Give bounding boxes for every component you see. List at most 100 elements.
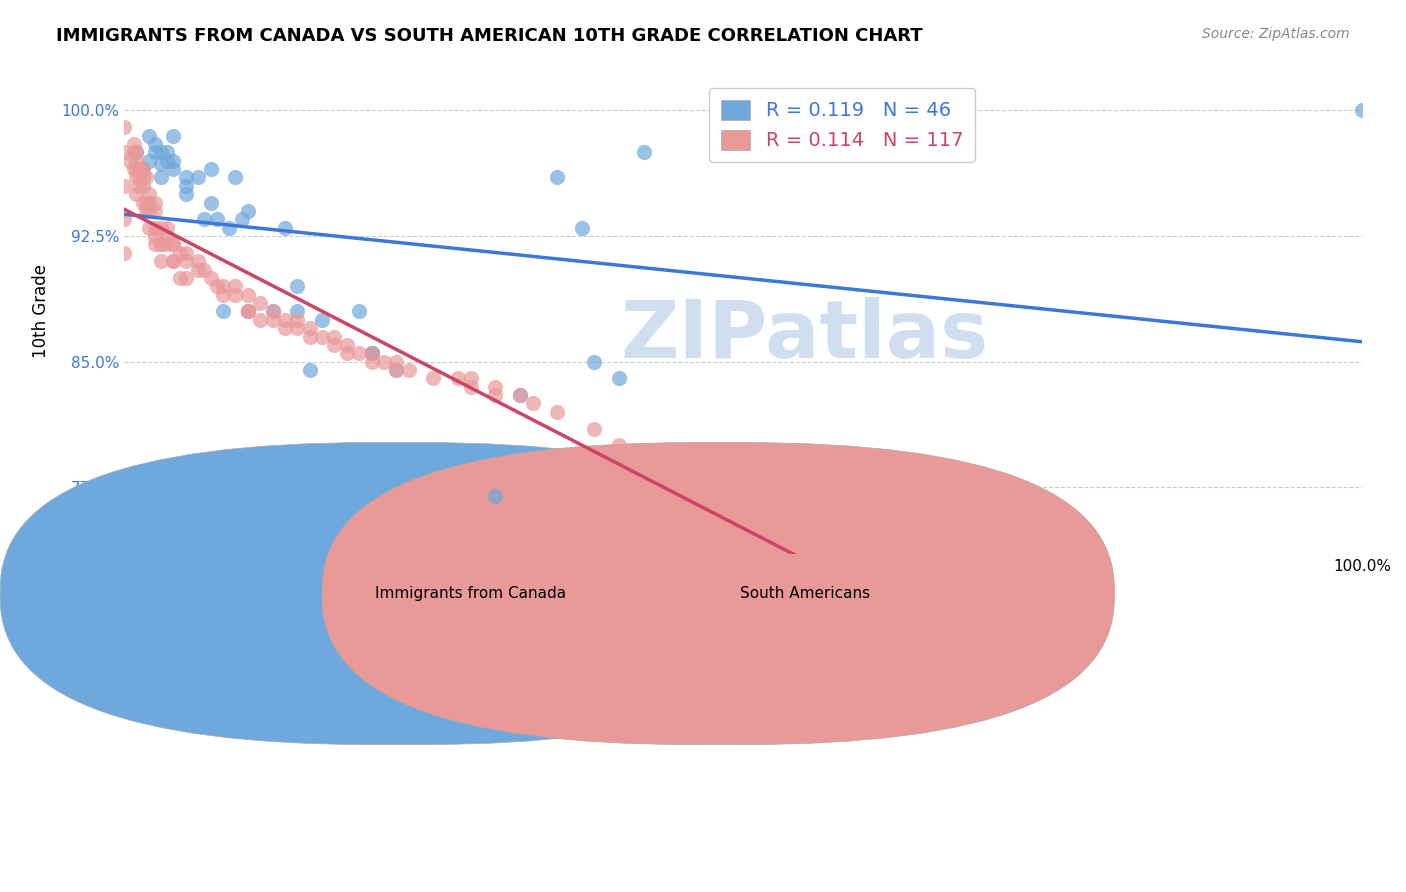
Point <box>323 338 346 352</box>
Point <box>484 489 506 503</box>
Point <box>125 187 148 202</box>
Point <box>1227 756 1250 771</box>
Point <box>231 212 253 227</box>
Point <box>193 262 215 277</box>
Point <box>131 178 153 193</box>
Point <box>695 505 717 519</box>
Point <box>1017 673 1039 687</box>
Point <box>120 153 142 168</box>
Point <box>669 489 692 503</box>
Point <box>125 153 148 168</box>
Point <box>162 153 184 168</box>
Point <box>174 254 197 268</box>
Point <box>212 279 235 293</box>
Point <box>274 321 297 335</box>
Point <box>131 161 153 176</box>
Point <box>156 237 179 252</box>
Text: Source: ZipAtlas.com: Source: ZipAtlas.com <box>1202 27 1350 41</box>
Legend: R = 0.119   N = 46, R = 0.114   N = 117: R = 0.119 N = 46, R = 0.114 N = 117 <box>709 88 974 162</box>
Point <box>187 170 209 185</box>
Point <box>200 271 222 285</box>
Point <box>509 388 531 402</box>
Text: IMMIGRANTS FROM CANADA VS SOUTH AMERICAN 10TH GRADE CORRELATION CHART: IMMIGRANTS FROM CANADA VS SOUTH AMERICAN… <box>56 27 922 45</box>
Point <box>880 606 903 620</box>
Point <box>236 203 259 218</box>
Point <box>607 371 630 385</box>
Point <box>169 271 191 285</box>
Point <box>212 287 235 301</box>
Point <box>150 237 173 252</box>
Text: Immigrants from Canada: Immigrants from Canada <box>375 585 567 600</box>
Point <box>385 354 408 368</box>
Point <box>212 304 235 318</box>
Point <box>360 346 382 360</box>
Point <box>571 220 593 235</box>
Point <box>205 212 228 227</box>
Point <box>138 153 160 168</box>
Point <box>373 354 395 368</box>
Point <box>546 170 568 185</box>
Point <box>218 220 240 235</box>
Point <box>156 229 179 244</box>
Point <box>298 329 321 343</box>
Point <box>484 380 506 394</box>
Point <box>162 254 184 268</box>
Point <box>174 245 197 260</box>
Point <box>298 363 321 377</box>
Point <box>1042 690 1064 704</box>
Point <box>135 195 157 210</box>
Point <box>143 195 166 210</box>
FancyBboxPatch shape <box>322 442 1115 745</box>
Point <box>236 304 259 318</box>
Point <box>224 170 246 185</box>
Point <box>955 640 977 654</box>
Point <box>150 170 173 185</box>
Point <box>162 254 184 268</box>
Point <box>522 396 544 410</box>
Point <box>174 187 197 202</box>
Point <box>143 220 166 235</box>
Point <box>125 161 148 176</box>
Point <box>162 237 184 252</box>
Point <box>546 405 568 419</box>
Point <box>162 128 184 143</box>
Point <box>150 145 173 160</box>
Point <box>633 455 655 469</box>
Point <box>918 623 941 637</box>
Point <box>460 371 482 385</box>
Point <box>128 161 150 176</box>
Point <box>385 363 408 377</box>
Point <box>131 170 153 185</box>
Point <box>162 161 184 176</box>
Point <box>583 422 606 436</box>
Point <box>311 312 333 326</box>
Point <box>162 237 184 252</box>
Point <box>422 371 444 385</box>
Point <box>1128 723 1150 738</box>
Point <box>731 522 754 536</box>
Point <box>128 178 150 193</box>
Point <box>143 136 166 151</box>
Point <box>138 220 160 235</box>
Point <box>138 195 160 210</box>
Point <box>236 304 259 318</box>
Point <box>174 170 197 185</box>
Point <box>633 145 655 160</box>
Point <box>385 363 408 377</box>
Point <box>298 321 321 335</box>
Point <box>125 145 148 160</box>
Point <box>143 203 166 218</box>
Point <box>143 145 166 160</box>
Point <box>174 178 197 193</box>
Point <box>193 212 215 227</box>
Point <box>143 237 166 252</box>
Point <box>135 170 157 185</box>
Point <box>509 388 531 402</box>
Point <box>484 388 506 402</box>
Point <box>128 170 150 185</box>
Point <box>112 245 135 260</box>
Point <box>150 157 173 171</box>
Point <box>1351 103 1374 118</box>
Point <box>174 271 197 285</box>
Point <box>138 187 160 202</box>
